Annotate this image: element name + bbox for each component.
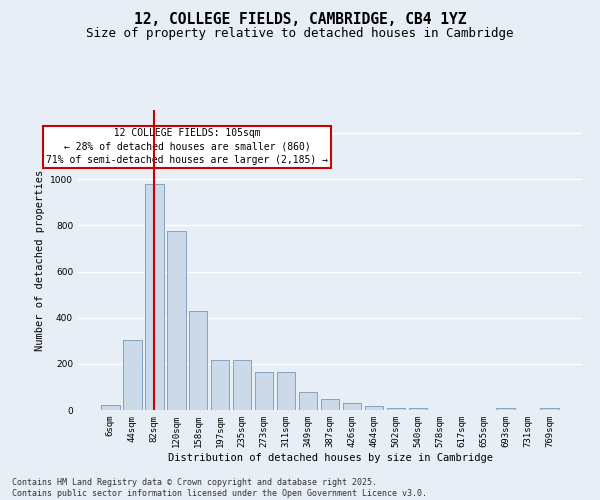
Y-axis label: Number of detached properties: Number of detached properties (35, 170, 44, 350)
Bar (409, 408, 427, 410)
Text: Size of property relative to detached houses in Cambridge: Size of property relative to detached ho… (86, 28, 514, 40)
Bar (277, 372, 295, 410)
Bar (123, 340, 142, 410)
Bar (189, 311, 208, 410)
Bar (211, 360, 229, 410)
Text: Contains HM Land Registry data © Crown copyright and database right 2025.
Contai: Contains HM Land Registry data © Crown c… (12, 478, 427, 498)
Bar (365, 406, 383, 410)
Bar (496, 408, 515, 410)
Bar (167, 231, 185, 410)
Bar (320, 399, 340, 410)
Bar (299, 392, 317, 410)
Bar (541, 408, 559, 410)
Text: 12, COLLEGE FIELDS, CAMBRIDGE, CB4 1YZ: 12, COLLEGE FIELDS, CAMBRIDGE, CB4 1YZ (134, 12, 466, 28)
Bar (386, 408, 405, 410)
Bar (101, 406, 119, 410)
Bar (233, 360, 251, 410)
Text: 12 COLLEGE FIELDS: 105sqm  
← 28% of detached houses are smaller (860)
71% of se: 12 COLLEGE FIELDS: 105sqm ← 28% of detac… (46, 128, 328, 165)
Bar (343, 403, 361, 410)
Bar (255, 372, 274, 410)
X-axis label: Distribution of detached houses by size in Cambridge: Distribution of detached houses by size … (167, 452, 493, 462)
Bar (145, 184, 164, 410)
